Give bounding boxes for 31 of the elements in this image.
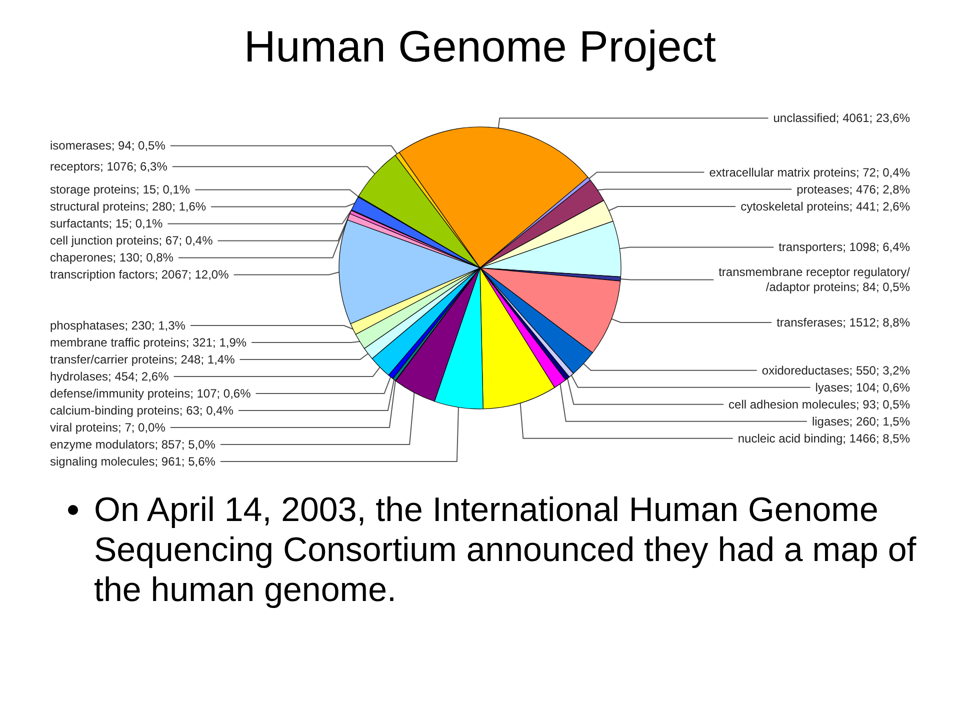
text: On April 14, 2003, the International Human Genome Sequencing Consortium announced they had a map of the human genome. (94, 490, 918, 610)
slice-label: unclassified; 4061; 23,6% (773, 111, 910, 126)
slice-label: transferases; 1512; 8,8% (776, 315, 910, 330)
slice-label: phosphatases; 230; 1,3% (50, 318, 186, 332)
slice-label: surfactants; 15; 0,1% (50, 216, 164, 231)
slice-label: transmembrane receptor regulatory/ /adaptor proteins; 84; 0,5% (718, 265, 911, 294)
slice-label: receptors; 1076; 6,3% (50, 160, 168, 174)
slice-label: lyases; 104; 0,6% (815, 380, 910, 394)
slice-label: structural proteins; 280; 1,6% (50, 200, 206, 214)
slice-label: transfer/carrier proteins; 248; 1,4% (50, 352, 236, 366)
chart-title: Human Genome Project (244, 22, 716, 72)
slice-label: cell junction proteins; 67; 0,4% (50, 234, 214, 248)
slice-label: storage proteins; 15; 0,1% (50, 182, 190, 197)
slice-label: cytoskeletal proteins; 441; 2,6% (740, 200, 910, 214)
slice-label: signaling molecules; 961; 5,6% (50, 454, 216, 468)
slice-label: enzyme modulators; 857; 5,0% (50, 438, 216, 452)
slice-label: viral proteins; 7; 0,0% (50, 420, 166, 434)
slice-label: extracellular matrix proteins; 72; 0,4% (709, 165, 910, 180)
slice-label: membrane traffic proteins; 321; 1,9% (50, 336, 247, 350)
slice-label: proteases; 476; 2,8% (796, 182, 910, 196)
slice-label: chaperones; 130; 0,8% (50, 250, 174, 265)
slice-label: ligases; 260; 1,5% (812, 414, 910, 428)
slice-label: calcium-binding proteins; 63; 0,4% (50, 404, 234, 418)
slice-label: transporters; 1098; 6,4% (778, 240, 910, 254)
slice-label: nucleic acid binding; 1466; 8,5% (738, 431, 910, 446)
slice-label: hydrolases; 454; 2,6% (50, 370, 170, 384)
slice-label: oxidoreductases; 550; 3,2% (762, 363, 910, 378)
slice-label: cell adhesion molecules; 93; 0,5% (728, 397, 910, 412)
slice-label: transcription factors; 2067; 12,0% (50, 268, 230, 282)
slice-label: defense/immunity proteins; 107; 0,6% (50, 386, 252, 400)
slice-label: isomerases; 94; 0,5% (50, 138, 166, 153)
